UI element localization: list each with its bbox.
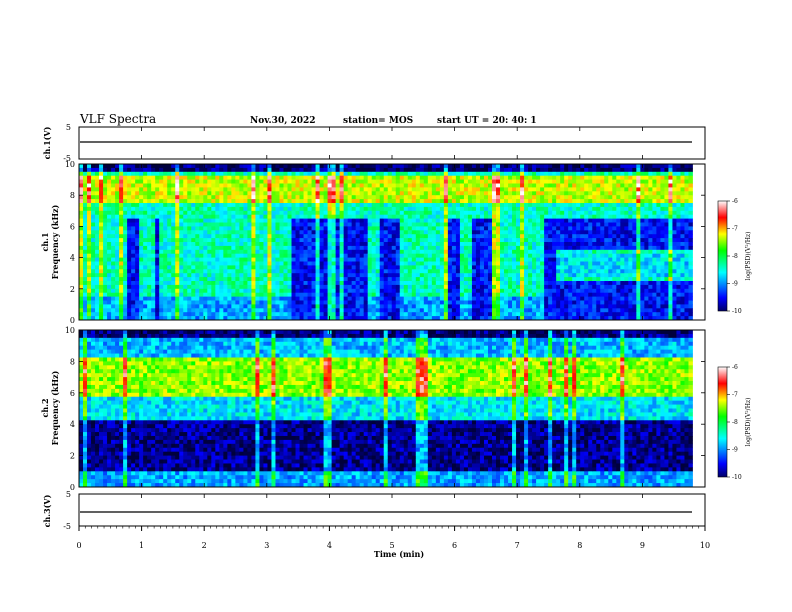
time-tick-label: 8 xyxy=(577,541,582,550)
ch1-waveform-frame xyxy=(78,126,706,160)
date-label: Nov.30, 2022 xyxy=(250,116,316,126)
time-tick-label: 7 xyxy=(515,541,520,550)
ch1-spectrogram-image xyxy=(79,164,705,321)
ch2-colorbar-scale xyxy=(717,366,728,478)
colorbar-tick-label: -7 xyxy=(732,226,738,233)
ch2-spectrogram-image xyxy=(79,330,705,488)
ch2-colorbar-ticks: -6 -7 -8 -9 -10 xyxy=(727,364,742,481)
freq-tick-label: 0 xyxy=(70,483,75,492)
colorbar-tick-label: -8 xyxy=(732,253,738,260)
colorbar-tick-label: -6 xyxy=(732,198,738,205)
ch2-colorbar: -6 -7 -8 -9 -10 log(PSD)(V²/Hz) xyxy=(717,364,752,481)
ch2-spec-ylabel-2: Frequency (kHz) xyxy=(50,370,60,445)
ch1-freq-ticks: 0 2 4 6 8 10 xyxy=(65,160,705,325)
time-tick-label: 6 xyxy=(452,541,457,550)
time-axis: 0 1 2 3 4 5 6 7 8 9 10 xyxy=(76,127,710,550)
freq-tick-label: 10 xyxy=(65,326,75,335)
ch1-wave-tick-top: 5 xyxy=(66,123,71,132)
ch1-spectrogram-panel: 0 2 4 6 8 10 ch.1 Frequency (kHz) xyxy=(40,160,706,325)
ch3-wave-tick-bottom: -5 xyxy=(63,522,71,531)
time-tick-label: 1 xyxy=(139,541,144,550)
ch1-wave-ylabel: ch.1(V) xyxy=(42,126,52,159)
ch1-colorbar: -6 -7 -8 -9 -10 log(PSD)(V²/Hz) xyxy=(717,198,752,315)
freq-tick-label: 2 xyxy=(70,285,75,294)
ch3-wave-tick-top: 5 xyxy=(66,490,71,499)
colorbar-tick-label: -10 xyxy=(732,308,742,315)
ch1-spec-ylabel-1: ch.1 xyxy=(40,232,50,251)
colorbar-tick-label: -9 xyxy=(732,447,738,454)
station-label: station= MOS xyxy=(343,116,413,126)
freq-tick-label: 4 xyxy=(70,420,75,429)
freq-tick-label: 0 xyxy=(70,316,75,325)
freq-tick-label: 10 xyxy=(65,160,75,169)
ch3-wave-ylabel: ch.3(V) xyxy=(42,494,52,527)
ch1-colorbar-scale xyxy=(717,200,728,312)
time-axis-label: Time (min) xyxy=(374,549,424,559)
time-tick-label: 5 xyxy=(389,541,394,550)
freq-tick-label: 8 xyxy=(70,191,75,200)
colorbar-tick-label: -7 xyxy=(732,392,738,399)
time-tick-label: 2 xyxy=(202,541,207,550)
time-tick-label: 3 xyxy=(264,541,269,550)
freq-tick-label: 8 xyxy=(70,357,75,366)
colorbar-tick-label: -6 xyxy=(732,364,738,371)
freq-tick-label: 4 xyxy=(70,254,75,263)
ch2-freq-ticks: 0 2 4 6 8 10 xyxy=(65,326,705,492)
ch2-spec-ylabel-1: ch.2 xyxy=(40,398,50,417)
ch1-wave-tick-bottom: -5 xyxy=(63,154,71,163)
ch1-colorbar-label: log(PSD)(V²/Hz) xyxy=(745,232,752,281)
ch1-colorbar-ticks: -6 -7 -8 -9 -10 xyxy=(727,198,742,315)
time-tick-label: 9 xyxy=(640,541,645,550)
start-ut-label: start UT = 20: 40: 1 xyxy=(437,116,537,126)
time-tick-label: 0 xyxy=(76,541,81,550)
ch2-spectrogram-panel: 0 2 4 6 8 10 ch.2 Frequency (kHz) xyxy=(40,326,706,492)
freq-tick-label: 2 xyxy=(70,452,75,461)
colorbar-tick-label: -10 xyxy=(732,474,742,481)
ch2-colorbar-label: log(PSD)(V²/Hz) xyxy=(745,398,752,447)
freq-tick-label: 6 xyxy=(70,222,75,231)
time-tick-label: 10 xyxy=(700,541,710,550)
freq-tick-label: 6 xyxy=(70,389,75,398)
ch1-spec-ylabel-2: Frequency (kHz) xyxy=(50,204,60,279)
time-tick-label: 4 xyxy=(327,541,332,550)
ch3-waveform-frame xyxy=(78,493,706,527)
colorbar-tick-label: -9 xyxy=(732,281,738,288)
figure-title: VLF Spectra xyxy=(79,112,156,126)
colorbar-tick-label: -8 xyxy=(732,419,738,426)
